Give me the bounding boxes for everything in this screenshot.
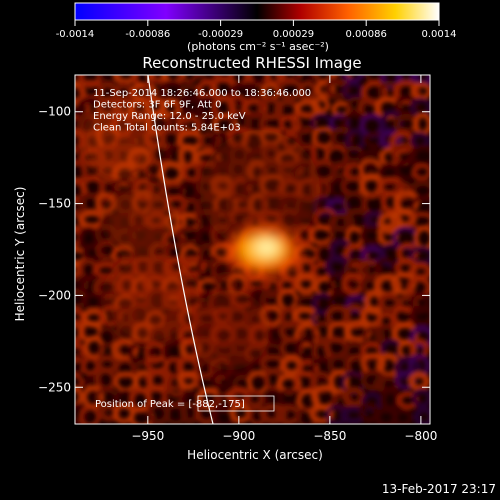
peak-source [225,225,302,278]
info-line: Energy Range: 12.0 - 25.0 keV [93,111,246,122]
info-line: Clean Total counts: 5.84E+03 [93,123,241,134]
y-tick-label: −100 [38,105,71,119]
peak-label-bracket [197,395,275,412]
heatmap-image [75,75,430,424]
colorbar-tick-label: -0.00029 [198,29,243,40]
chart-title: Reconstructed RHESSI Image [142,54,361,72]
colorbar-tick-label: 0.0014 [422,29,457,40]
colorbar-tick-label: -0.0014 [56,29,95,40]
x-tick-label: −900 [222,429,255,443]
observation-info: 11-Sep-2014 18:26:46.000 to 18:36:46.000… [93,88,311,134]
peak-position-label: Position of Peak = [-882,-175] [95,399,245,410]
y-axis-ticks: −100 −150 −200 −250 [38,105,430,394]
colorbar [74,2,440,21]
colorbar-tick-label: 0.00029 [273,29,314,40]
info-line: 11-Sep-2014 18:26:46.000 to 18:36:46.000 [93,88,311,99]
footer-timestamp: 13-Feb-2017 23:17 [382,482,496,496]
y-axis-label: Heliocentric Y (arcsec) [13,187,27,322]
x-tick-label: −800 [404,429,437,443]
colorbar-ticks: -0.0014 -0.00086 -0.00029 0.00029 0.00086 0.0… [56,20,457,40]
info-line: Detectors: 3F 6F 9F, Att 0 [93,100,221,111]
x-tick-label: −950 [131,429,164,443]
y-tick-label: −150 [38,197,71,211]
y-tick-label: −200 [38,288,71,302]
solar-limb-curve [147,75,214,424]
colorbar-tick-label: 0.00086 [346,29,387,40]
colorbar-label: (photons cm⁻² s⁻¹ asec⁻²) [187,40,329,53]
x-tick-label: −850 [313,429,346,443]
y-tick-label: −250 [38,380,71,394]
x-axis-ticks: −950 −900 −850 −800 [131,75,437,443]
colorbar-tick-label: -0.00086 [125,29,170,40]
plot-frame [74,74,431,425]
x-axis-label: Heliocentric X (arcsec) [187,448,323,462]
